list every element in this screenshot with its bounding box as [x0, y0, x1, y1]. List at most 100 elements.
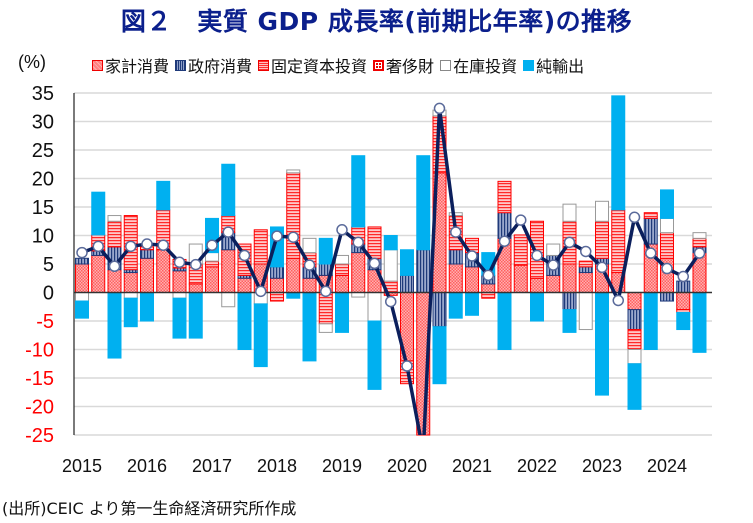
legend-swatch-inventory: [440, 59, 452, 71]
legend-label-government: 政府消費: [188, 57, 253, 76]
x-tick-label: 2020: [387, 456, 427, 476]
bar-hh-2015Q4: [123, 272, 138, 293]
bar-hh-2023Q3: [627, 292, 642, 311]
bar-nx-2023Q1: [595, 292, 609, 396]
bar-stk-2024Q3: [692, 232, 707, 239]
gdp-line-series: [76, 102, 706, 435]
x-axis-year-labels: 2015 2016 2017 2018 2019 2020 2021 2022 2023 2024: [62, 456, 687, 476]
x-tick-label: 2024: [647, 456, 687, 476]
bar-hh-2021Q1: [465, 266, 479, 294]
gdp-point-2017Q4: [255, 285, 267, 298]
gdp-point-2022Q3: [563, 236, 576, 249]
bar-hh-2020Q4: [448, 263, 463, 293]
bar-nx-2019Q3: [367, 320, 382, 390]
bar-stk-2015Q1: [75, 292, 89, 302]
gdp-point-2021Q2: [482, 269, 494, 282]
gdp-point-2023Q1: [596, 261, 608, 274]
bar-nx-2016Q4: [188, 292, 203, 339]
legend-swatch-household: [92, 59, 103, 71]
gdp-point-2016Q4: [190, 258, 202, 271]
gdp-point-2021Q1: [466, 250, 478, 262]
y-tick-label: 0: [43, 283, 54, 305]
gdp-point-2022Q2: [547, 259, 559, 271]
gdp-point-2023Q4: [645, 247, 657, 259]
y-tick-label: 10: [32, 226, 54, 248]
bar-hh-2018Q3: [302, 277, 317, 293]
y-tick-label: -10: [25, 340, 54, 362]
legend: 家計消費 政府消費 固定資本投資 奢侈財 在庫投資 純輸出: [92, 53, 584, 77]
legend-label-inventory: 在庫投資: [453, 57, 518, 76]
bar-stk-2015Q3: [107, 215, 122, 222]
bar-inv-2023Q1: [595, 220, 609, 259]
gdp-point-2019Q3: [368, 257, 381, 270]
gdp-point-2015Q1: [76, 246, 88, 259]
axes: [73, 93, 712, 435]
y-tick-label: 30: [32, 112, 54, 134]
bar-nx-2021Q3: [497, 292, 512, 350]
bar-hh-2024Q2: [676, 292, 691, 311]
gdp-point-2019Q1: [336, 224, 348, 236]
bar-inv-2022Q4: [578, 260, 593, 268]
legend-item-government: 政府消費: [175, 53, 252, 77]
gdp-point-2018Q1: [271, 230, 283, 242]
bar-nx-2018Q2: [286, 292, 301, 299]
bar-gov-2020Q1: [400, 274, 414, 293]
bar-gov-2016Q1: [140, 249, 154, 259]
source-note: (出所)CEIC より第一生命経済研究所作成: [2, 499, 297, 518]
bar-stk-2023Q3: [627, 349, 642, 365]
x-tick-label: 2021: [452, 456, 492, 476]
bar-inv-2023Q2: [611, 209, 626, 274]
bar-inv-2023Q3: [627, 329, 642, 350]
y-tick-label: -25: [25, 425, 54, 447]
gdp-point-2018Q2: [287, 231, 299, 243]
bar-nx-2019Q1: [335, 292, 349, 333]
y-tick-label: 25: [32, 140, 54, 162]
bar-nx-2024Q3: [692, 292, 707, 353]
bar-hh-2019Q1: [335, 274, 349, 293]
y-tick-label: -5: [36, 311, 54, 333]
bar-stk-2017Q2: [221, 292, 236, 308]
gdp-point-2020Q4: [450, 226, 462, 238]
gdp-point-2024Q2: [677, 270, 689, 283]
bar-hh-2016Q4: [188, 283, 203, 294]
x-tick-label: 2016: [127, 456, 167, 476]
y-axis-ticks: 35 30 25 20 15 10 5 0 -5 -10 -15 -20 -25: [25, 83, 54, 447]
bar-stk-2019Q1: [335, 254, 349, 265]
x-tick-label: 2018: [257, 456, 297, 476]
y-tick-label: 20: [32, 169, 54, 191]
gdp-point-2021Q3: [498, 235, 511, 247]
bar-gov-2024Q2: [676, 280, 691, 294]
bar-nx-2020Q1: [400, 249, 414, 276]
bar-nx-2018Q3: [302, 292, 317, 362]
gdp-point-2018Q3: [303, 259, 316, 271]
gdp-point-2024Q3: [693, 247, 706, 259]
bar-stk-2022Q4: [578, 292, 593, 331]
bar-nx-2019Q2: [351, 155, 366, 228]
bar-inv-2015Q3: [107, 220, 122, 248]
bar-nx-2017Q2: [221, 163, 236, 217]
legend-swatch-government: [175, 59, 187, 71]
bar-gov-2015Q1: [75, 257, 89, 265]
bar-gov-2023Q3: [627, 309, 642, 331]
bar-gov-2022Q4: [578, 266, 593, 274]
bar-nx-2016Q1: [140, 292, 154, 322]
gdp-point-2017Q1: [206, 239, 218, 251]
gdp-point-2020Q1: [401, 360, 413, 372]
bar-nx-2017Q3: [237, 292, 252, 350]
bar-hh-2022Q4: [578, 272, 593, 293]
bar-hh-2021Q4: [513, 264, 528, 294]
bar-gov-2018Q1: [270, 266, 284, 279]
bar-gov-2022Q3: [562, 292, 577, 311]
legend-item-household: 家計消費: [92, 53, 169, 77]
bar-hh-2016Q3: [172, 270, 187, 293]
bar-nx-2021Q1: [465, 292, 479, 316]
bar-hh-2022Q3: [562, 263, 577, 293]
y-tick-label: -20: [25, 397, 54, 419]
legend-label-luxury: 奢侈財: [386, 57, 435, 76]
y-tick-label: 5: [43, 254, 54, 276]
bar-hh-2019Q2: [351, 252, 366, 294]
y-tick-label: 35: [32, 83, 54, 105]
bar-stk-2022Q2: [546, 243, 561, 256]
bar-hh-2022Q1: [530, 277, 544, 293]
